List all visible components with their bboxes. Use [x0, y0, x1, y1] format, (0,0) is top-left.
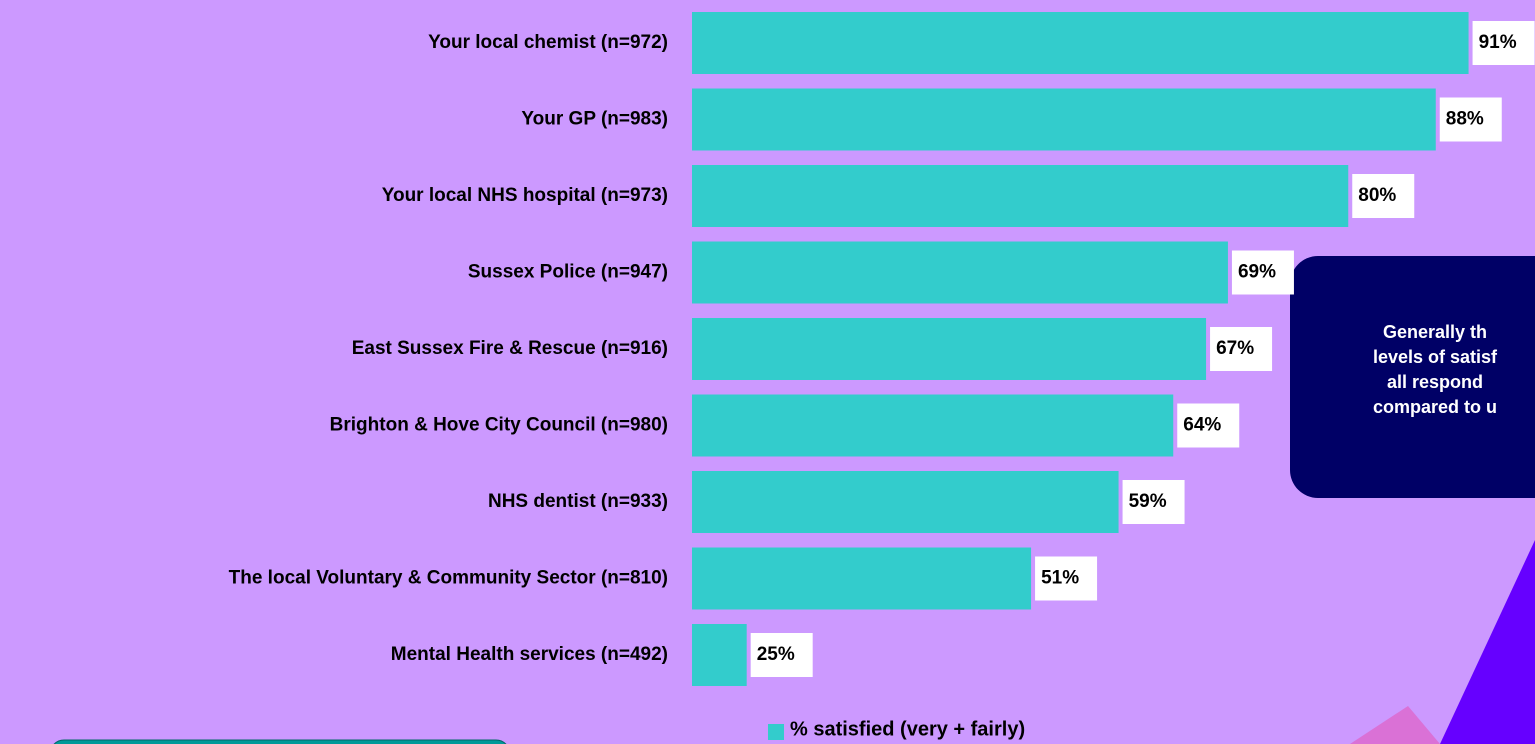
legend-label: % satisfied (very + fairly) [790, 718, 1025, 740]
value-label: 91% [1479, 32, 1517, 53]
legend-swatch [768, 724, 784, 740]
value-label: 64% [1183, 415, 1221, 436]
y-tick-label: NHS dentist (n=933) [488, 491, 668, 512]
y-tick-label: Your GP (n=983) [521, 109, 668, 130]
y-tick-label: Your local NHS hospital (n=973) [382, 185, 668, 206]
bar [692, 318, 1207, 380]
bar [692, 88, 1436, 151]
value-label: 67% [1216, 338, 1254, 359]
value-label: 88% [1446, 109, 1484, 130]
value-label-bg [1472, 21, 1535, 65]
callout-text: compared to u [1373, 397, 1497, 417]
value-label-bg [1035, 556, 1098, 601]
bar [692, 471, 1119, 533]
decor-box [53, 739, 507, 744]
value-label: 59% [1129, 491, 1167, 512]
value-label: 80% [1358, 185, 1396, 206]
y-tick-label: East Sussex Fire & Rescue (n=916) [352, 338, 668, 359]
bar [692, 12, 1469, 74]
value-label-bg [1210, 327, 1273, 371]
bar [692, 165, 1349, 227]
bar [692, 241, 1228, 304]
bar [692, 624, 747, 686]
y-tick-label: The local Voluntary & Community Sector (… [229, 568, 668, 589]
value-label: 51% [1041, 568, 1079, 589]
value-label-bg [1231, 250, 1294, 295]
callout-box [1290, 256, 1535, 498]
value-label-bg [1177, 403, 1240, 448]
decor-shape [1440, 540, 1535, 744]
callout-text: levels of satisf [1373, 347, 1498, 367]
decor-shape [1350, 706, 1440, 744]
value-label: 25% [757, 644, 795, 665]
value-label: 69% [1238, 262, 1276, 283]
value-label-bg [750, 633, 813, 677]
value-label-bg [1439, 97, 1502, 142]
y-tick-label: Your local chemist (n=972) [428, 32, 668, 53]
y-tick-label: Brighton & Hove City Council (n=980) [330, 415, 668, 436]
bar [692, 394, 1174, 457]
callout-text: Generally th [1383, 322, 1487, 342]
y-tick-label: Mental Health services (n=492) [391, 644, 668, 665]
bar [692, 547, 1032, 610]
value-label-bg [1352, 174, 1415, 218]
value-label-bg [1122, 480, 1185, 524]
callout-text: all respond [1387, 372, 1483, 392]
y-tick-label: Sussex Police (n=947) [468, 262, 668, 283]
